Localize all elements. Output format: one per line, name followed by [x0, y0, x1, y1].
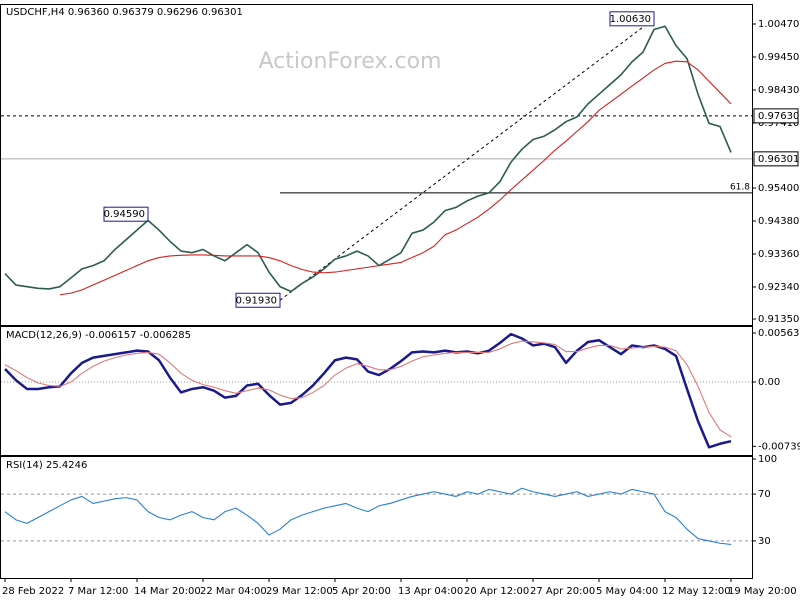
- y-tick-label: 1.00470: [758, 19, 799, 30]
- resistance-box: [753, 108, 799, 124]
- annotation-label: 0.91930: [236, 295, 277, 306]
- rsi-panel: [0, 456, 753, 579]
- fib-label: 61.8: [730, 182, 750, 192]
- resistance-label: 0.97630: [758, 111, 799, 122]
- y-tick-label: 0.98430: [758, 85, 799, 96]
- series-line: [4, 487, 732, 545]
- series-line: [4, 25, 732, 293]
- series-line: [4, 332, 732, 449]
- x-tick-label: 20 Apr 12:00: [464, 586, 529, 597]
- annotation-box: [235, 292, 281, 308]
- y-tick-label: 0.94380: [758, 216, 799, 227]
- y-tick-label: 0.005632: [758, 328, 800, 339]
- annotation-box: [103, 206, 149, 222]
- y-tick-label: 0.99450: [758, 52, 799, 63]
- macd-panel: [0, 326, 753, 456]
- annotation-box: [609, 11, 655, 27]
- series-line: [4, 340, 732, 438]
- y-tick-label: 0.00: [758, 377, 780, 388]
- last-price-box: [753, 151, 799, 167]
- y-tick-label: 30: [758, 536, 771, 547]
- x-tick-label: 12 May 12:00: [662, 586, 731, 597]
- x-tick-label: 5 Apr 20:00: [332, 586, 391, 597]
- annotation-label: 0.94590: [104, 209, 145, 220]
- last-price-label: 0.96301: [758, 154, 799, 165]
- series-line: [59, 60, 732, 296]
- trend-line: [279, 18, 655, 301]
- annotation-label: 1.00630: [610, 14, 651, 25]
- x-tick-label: 29 Mar 12:00: [266, 586, 333, 597]
- x-tick-label: 28 Feb 2022: [2, 586, 64, 597]
- x-tick-label: 5 May 04:00: [596, 586, 658, 597]
- y-tick-label: -0.007395: [758, 441, 800, 452]
- watermark: ActionForex.com: [259, 49, 442, 74]
- macd-title: MACD(12,26,9) -0.006157 -0.006285: [6, 330, 191, 341]
- rsi-title: RSI(14) 25.4246: [6, 460, 87, 471]
- x-tick-label: 22 Mar 04:00: [200, 586, 267, 597]
- chart-title: USDCHF,H4 0.96360 0.96379 0.96296 0.9630…: [6, 7, 243, 18]
- x-tick-label: 13 Apr 04:00: [398, 586, 463, 597]
- y-tick-label: 100: [758, 454, 777, 465]
- y-tick-label: 0.95400: [758, 183, 799, 194]
- x-tick-label: 27 Apr 20:00: [530, 586, 595, 597]
- y-tick-label: 0.91350: [758, 314, 799, 325]
- x-tick-label: 19 May 20:00: [728, 586, 797, 597]
- price-panel: [0, 4, 753, 326]
- y-tick-label: 0.97410: [758, 118, 799, 129]
- x-tick-label: 14 Mar 20:00: [134, 586, 201, 597]
- y-tick-label: 0.92340: [758, 282, 799, 293]
- y-tick-label: 70: [758, 489, 771, 500]
- y-tick-label: 0.93360: [758, 249, 799, 260]
- x-tick-label: 7 Mar 12:00: [68, 586, 128, 597]
